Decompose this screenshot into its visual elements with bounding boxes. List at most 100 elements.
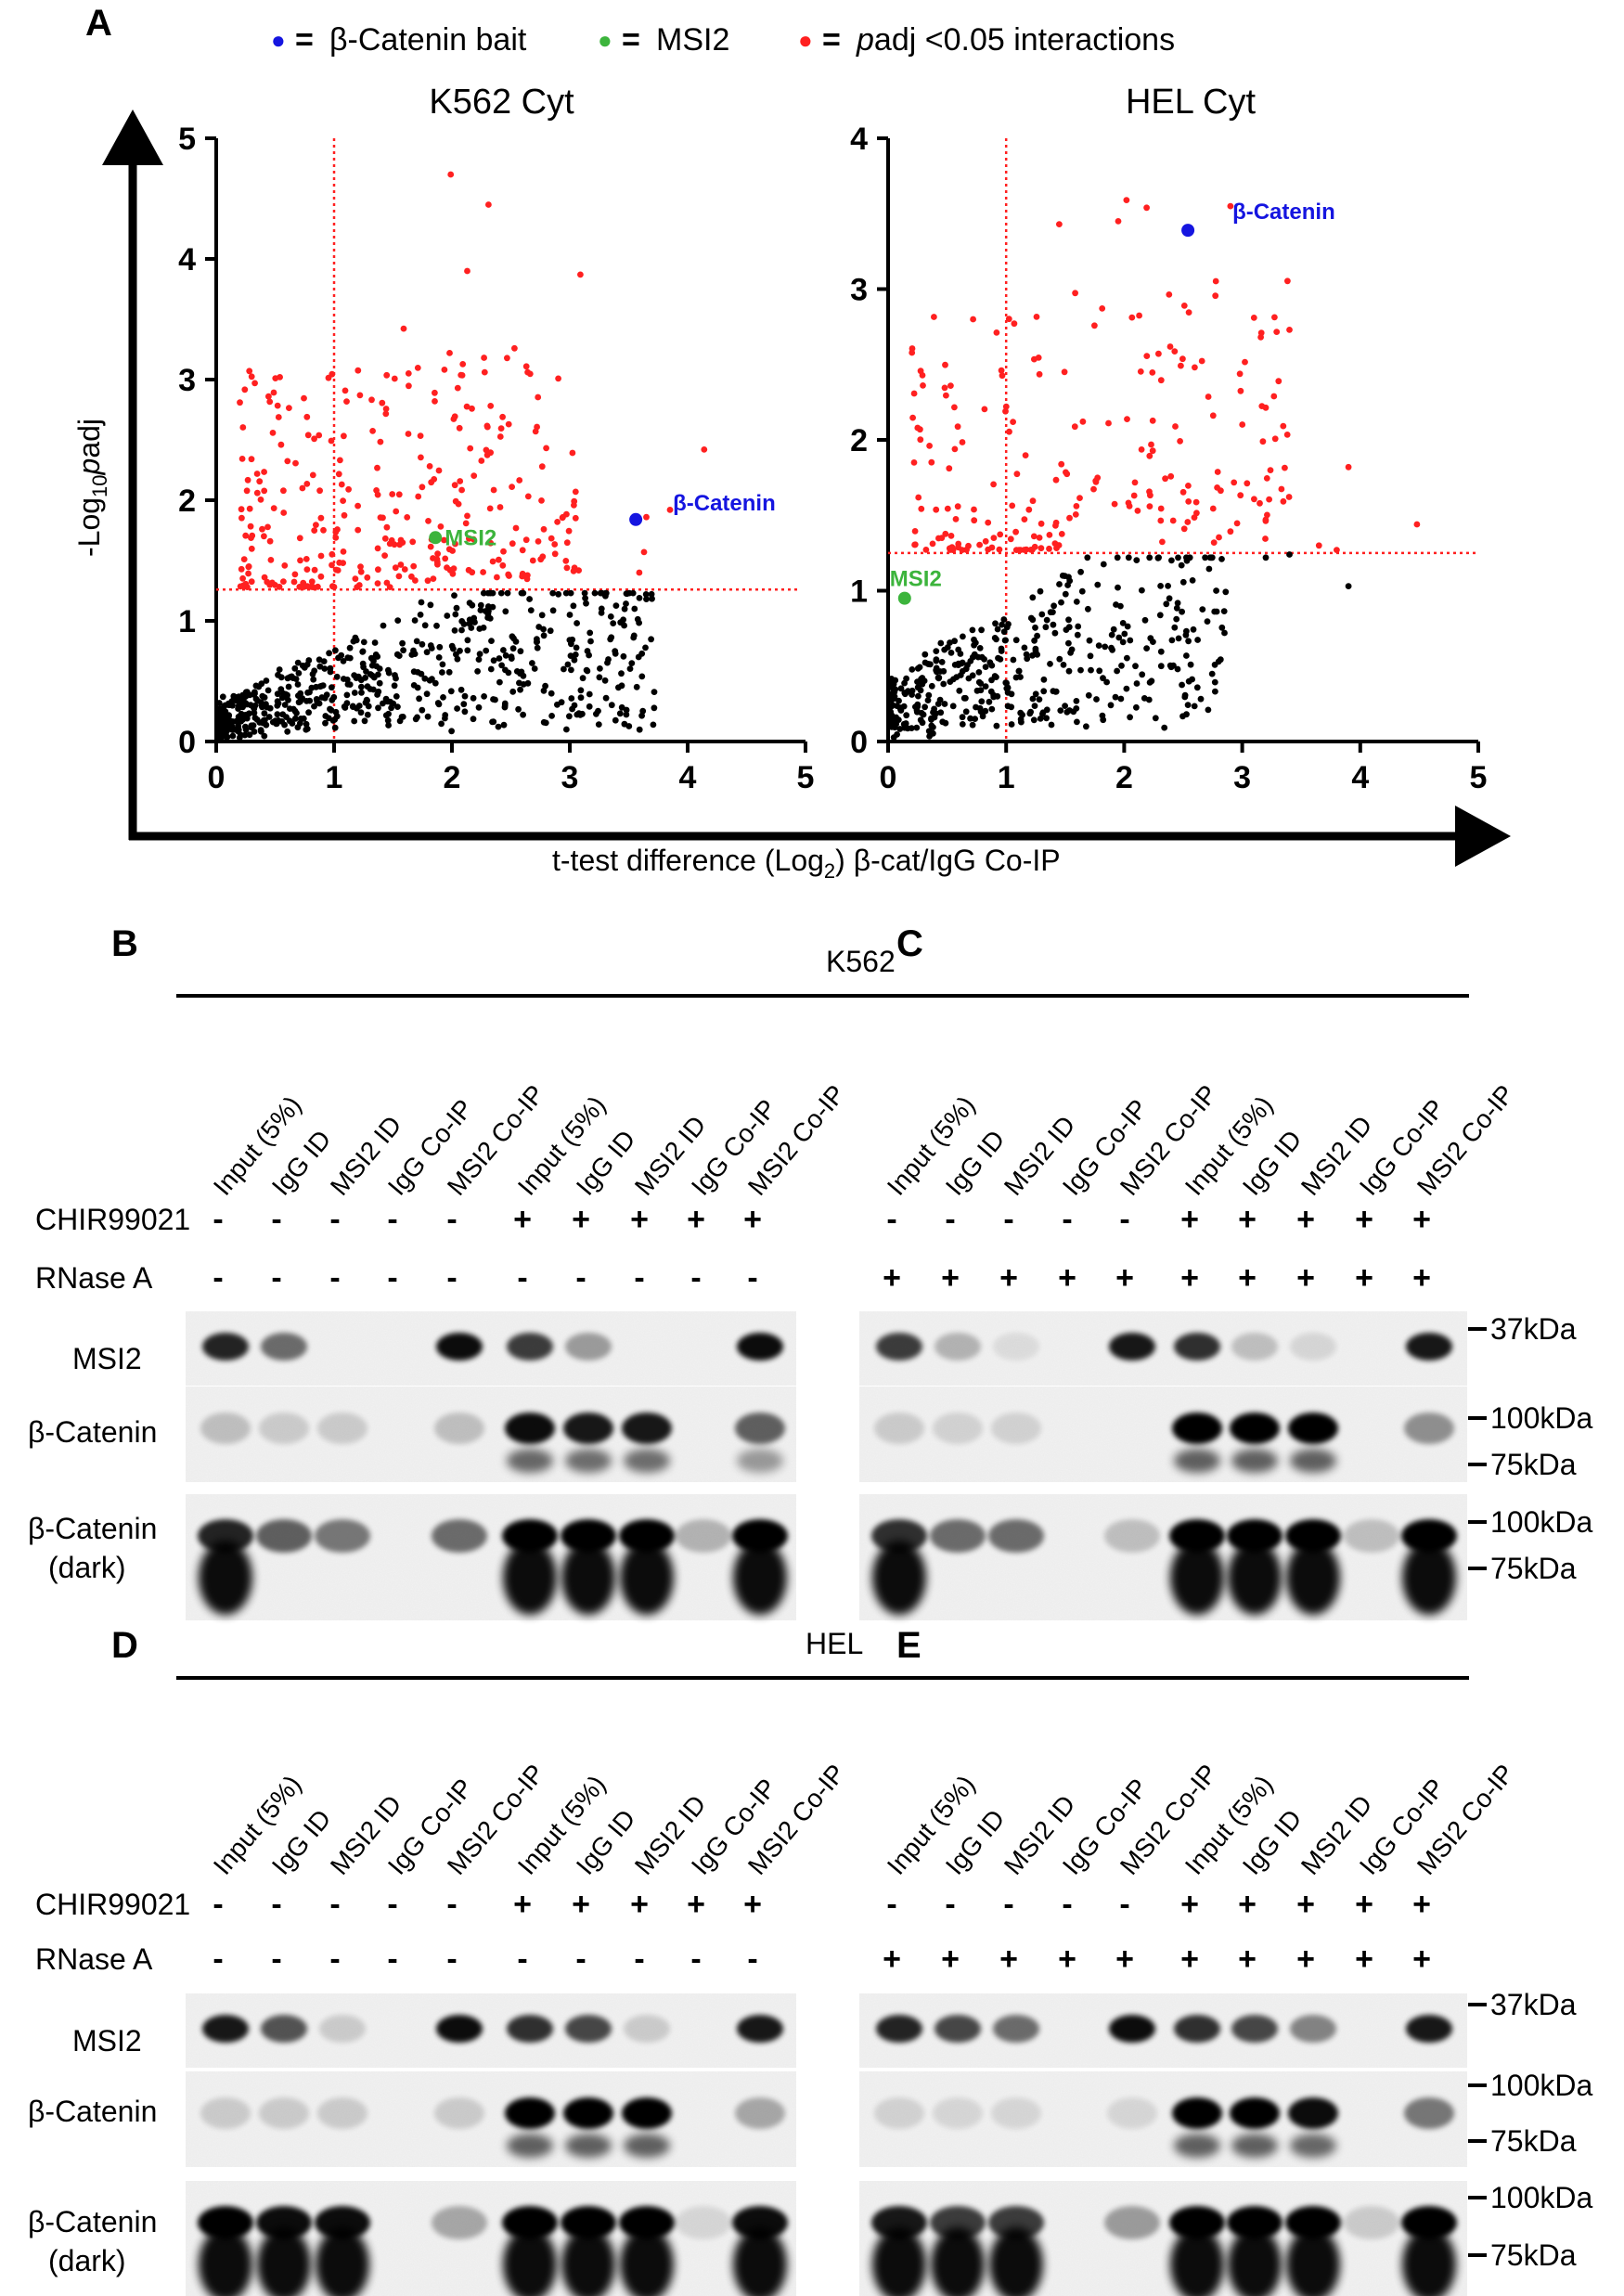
rnase-value: - [690,1941,701,1977]
point [359,648,367,655]
point [1175,635,1182,642]
point-significant [441,367,448,373]
point [1058,599,1064,606]
point-significant [1138,446,1145,453]
point [919,719,926,727]
point-significant [1155,350,1162,357]
point-significant [315,583,321,590]
point [1114,667,1120,675]
point-significant [926,443,933,449]
point [587,638,594,645]
point [1150,638,1156,645]
point [1163,600,1170,608]
point-significant [1072,511,1079,518]
point [631,605,638,613]
x-tick-label: 2 [444,760,461,795]
chir-value: + [630,1202,649,1237]
rnase-value: - [634,1941,644,1977]
point-significant [462,520,470,527]
point-significant [335,471,342,478]
point-significant [451,482,458,489]
point-significant [538,463,546,471]
point [540,632,548,639]
point [423,690,431,698]
point-significant [1130,492,1138,499]
point [227,717,235,725]
bait-label: β-Catenin [673,491,776,516]
point [501,702,509,709]
point-significant [563,539,571,547]
point [1065,667,1073,675]
point-significant [264,523,271,531]
point-significant [1021,516,1028,522]
point [1115,634,1123,641]
point [246,731,253,739]
treatment-label: RNase A [35,1261,153,1295]
point [612,602,620,609]
point-significant [432,389,438,396]
point-significant [253,489,261,497]
point [360,638,367,646]
point-significant [391,375,398,382]
point-significant [334,567,342,574]
point-significant [1052,476,1060,484]
rnase-value: + [999,1260,1018,1296]
point [1037,716,1044,722]
point-significant [1036,370,1043,378]
point-significant [997,531,1004,538]
point [370,657,377,664]
point [279,711,287,718]
point-significant [246,368,253,375]
point [1148,677,1155,685]
point-significant [1171,348,1179,355]
point [382,698,390,704]
marker-label: 37kDa [1490,1988,1577,2021]
point [638,673,646,680]
marker-label: 75kDa [1490,1448,1577,1481]
row-label-bcat: β-Catenin [28,2095,157,2128]
point-significant [332,535,340,541]
point [329,696,336,703]
point [993,722,1000,729]
point-significant [910,390,918,397]
point [957,672,964,678]
band [1109,2015,1155,2043]
point [1161,724,1168,731]
chir-value: - [387,1887,397,1922]
band [1170,1541,1224,1615]
point [1015,667,1023,675]
point [1037,587,1044,595]
point [969,672,976,679]
point-significant [1055,542,1063,548]
point [487,589,494,597]
point-significant [942,530,949,537]
band [930,2206,986,2239]
treatment-label: CHIR99021 [35,1203,190,1236]
point [284,728,291,735]
point [261,732,268,740]
point-msi2 [897,591,911,605]
point [504,589,511,597]
chir-value: + [513,1887,532,1922]
point [967,715,973,722]
point [542,682,548,690]
point [1042,624,1050,631]
point-significant [316,432,323,439]
chart-k562-cyt: K562 Cyt 0 1 2 3 4 5 0 1 2 3 4 5 MSI2 β-Catenin [178,83,814,795]
point [1087,652,1094,660]
point [388,704,394,712]
point-significant [946,465,953,472]
point [618,703,625,711]
band [874,1412,924,1444]
band [503,1541,557,1615]
point [1000,628,1008,636]
chir-value: + [572,1202,590,1237]
point [941,646,948,653]
point [1171,624,1179,631]
point [509,645,517,652]
band [198,2206,253,2239]
point-significant [238,565,245,573]
point-significant [1052,522,1059,529]
point [615,684,622,691]
point [1205,706,1212,714]
